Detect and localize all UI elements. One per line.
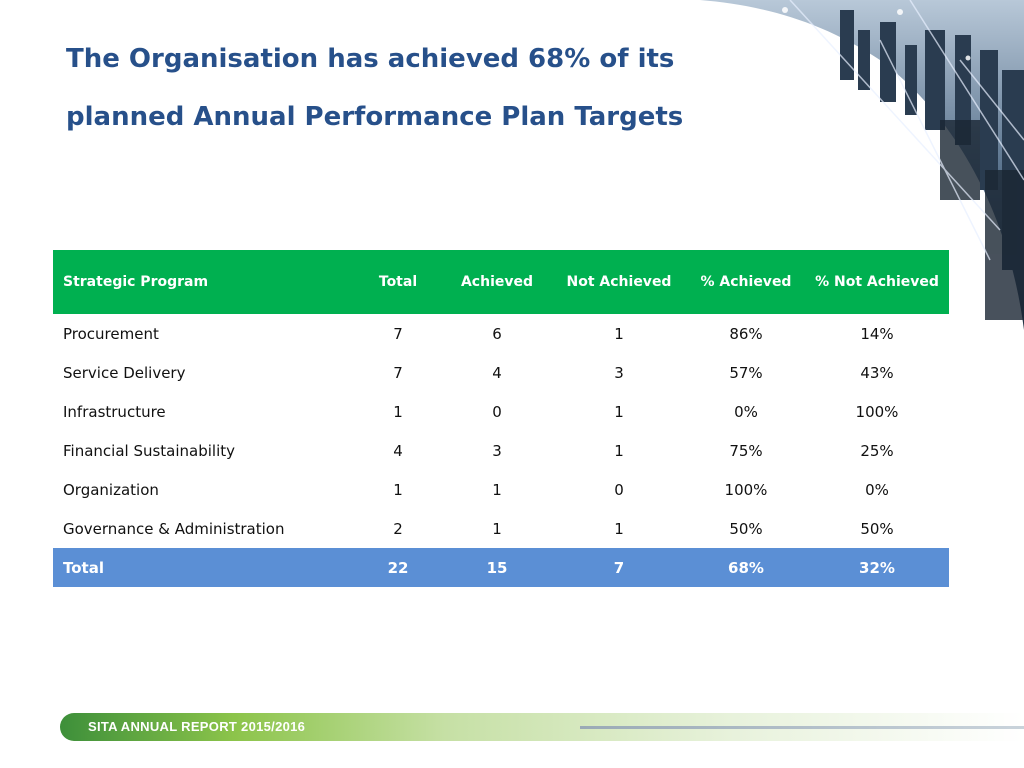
total-row: Total 22 15 7 68% 32%	[53, 548, 949, 587]
page-title: The Organisation has achieved 68% of its…	[66, 30, 706, 146]
total-achieved: 15	[443, 548, 551, 587]
footer-text: SITA ANNUAL REPORT 2015/2016	[88, 719, 306, 734]
header-pct-not-achieved: % Not Achieved	[805, 250, 949, 314]
cell-achieved: 1	[443, 470, 551, 509]
cell-total: 2	[353, 509, 443, 548]
header-not-achieved: Not Achieved	[551, 250, 687, 314]
cell-total: 7	[353, 353, 443, 392]
title-line-1: The Organisation has achieved 68% of its	[66, 44, 675, 74]
cell-not-achieved: 3	[551, 353, 687, 392]
cell-not-achieved: 0	[551, 470, 687, 509]
cell-pct-not-achieved: 100%	[805, 392, 949, 431]
performance-table: Strategic Program Total Achieved Not Ach…	[53, 250, 949, 587]
total-pct-achieved: 68%	[687, 548, 805, 587]
cell-program: Organization	[53, 470, 353, 509]
cell-achieved: 6	[443, 314, 551, 353]
table-row: Service Delivery 7 4 3 57% 43%	[53, 353, 949, 392]
total-label: Total	[53, 548, 353, 587]
cell-pct-not-achieved: 14%	[805, 314, 949, 353]
cell-pct-achieved: 50%	[687, 509, 805, 548]
cell-pct-not-achieved: 0%	[805, 470, 949, 509]
cell-pct-achieved: 0%	[687, 392, 805, 431]
cell-pct-achieved: 100%	[687, 470, 805, 509]
table-row: Procurement 7 6 1 86% 14%	[53, 314, 949, 353]
cell-pct-achieved: 86%	[687, 314, 805, 353]
table-row: Financial Sustainability 4 3 1 75% 25%	[53, 431, 949, 470]
cell-program: Service Delivery	[53, 353, 353, 392]
header-achieved: Achieved	[443, 250, 551, 314]
table-header-row: Strategic Program Total Achieved Not Ach…	[53, 250, 949, 314]
cell-program: Governance & Administration	[53, 509, 353, 548]
cell-program: Infrastructure	[53, 392, 353, 431]
cell-not-achieved: 1	[551, 509, 687, 548]
cell-total: 1	[353, 392, 443, 431]
table-row: Infrastructure 1 0 1 0% 100%	[53, 392, 949, 431]
header-pct-achieved: % Achieved	[687, 250, 805, 314]
cell-program: Financial Sustainability	[53, 431, 353, 470]
total-pct-not-achieved: 32%	[805, 548, 949, 587]
cell-pct-not-achieved: 50%	[805, 509, 949, 548]
total-not-achieved: 7	[551, 548, 687, 587]
cell-achieved: 4	[443, 353, 551, 392]
cell-total: 4	[353, 431, 443, 470]
cell-not-achieved: 1	[551, 314, 687, 353]
cell-program: Procurement	[53, 314, 353, 353]
cell-total: 1	[353, 470, 443, 509]
header-strategic-program: Strategic Program	[53, 250, 353, 314]
cell-achieved: 3	[443, 431, 551, 470]
cell-pct-achieved: 75%	[687, 431, 805, 470]
cell-pct-not-achieved: 43%	[805, 353, 949, 392]
title-line-2: planned Annual Performance Plan Targets	[66, 102, 684, 132]
cell-not-achieved: 1	[551, 392, 687, 431]
table-row: Organization 1 1 0 100% 0%	[53, 470, 949, 509]
total-total: 22	[353, 548, 443, 587]
cell-not-achieved: 1	[551, 431, 687, 470]
cell-pct-not-achieved: 25%	[805, 431, 949, 470]
cell-achieved: 0	[443, 392, 551, 431]
table-row: Governance & Administration 2 1 1 50% 50…	[53, 509, 949, 548]
header-total: Total	[353, 250, 443, 314]
cell-pct-achieved: 57%	[687, 353, 805, 392]
cell-achieved: 1	[443, 509, 551, 548]
footer-divider	[580, 726, 1024, 729]
cell-total: 7	[353, 314, 443, 353]
